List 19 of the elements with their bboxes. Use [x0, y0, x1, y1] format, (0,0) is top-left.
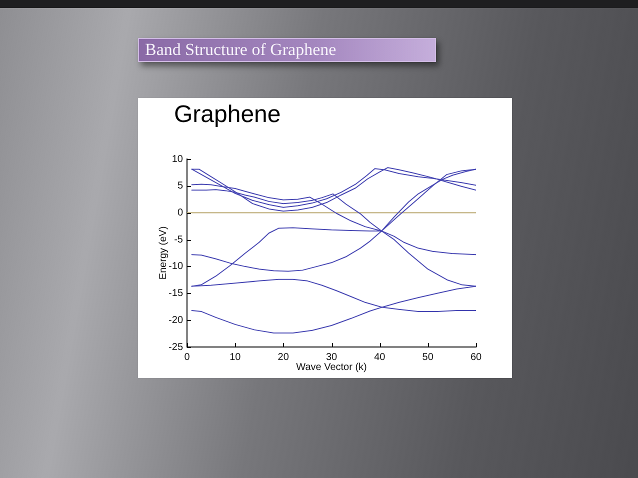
x-tick-label: 10	[230, 352, 242, 363]
y-tick-label: 5	[177, 180, 184, 192]
y-tick-label: -5	[174, 234, 184, 246]
y-tick-label: 10	[172, 154, 184, 165]
x-axis-title: Wave Vector (k)	[296, 362, 367, 373]
chart-title: Band Structure of Graphene	[138, 38, 436, 62]
x-tick-label: 30	[326, 352, 338, 363]
y-tick-label: -10	[168, 261, 184, 272]
y-tick-label: -15	[168, 288, 184, 300]
chart-subtitle: Graphene	[174, 100, 281, 130]
x-tick-label: 60	[470, 352, 482, 363]
x-tick-label: 20	[278, 352, 290, 363]
x-tick-label: 40	[374, 352, 386, 363]
x-tick-label: 50	[422, 352, 434, 363]
y-tick-label: -25	[168, 342, 184, 353]
y-axis-title: Energy (eV)	[158, 226, 169, 280]
y-tick-label: 0	[177, 207, 184, 218]
x-tick-label: 0	[184, 352, 190, 363]
y-tick-label: -20	[168, 314, 184, 326]
